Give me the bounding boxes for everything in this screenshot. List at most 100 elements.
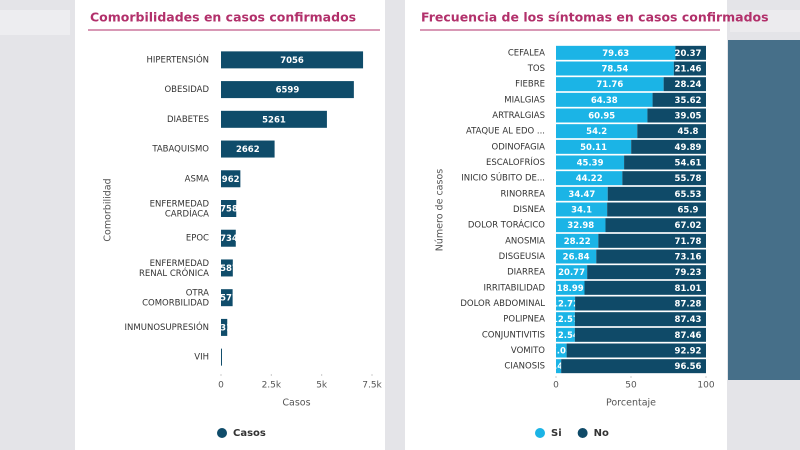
y-tick-label: ENFERMEDAD CARDÍACA <box>150 199 210 219</box>
bar <box>622 171 706 186</box>
value-label: 587 <box>220 264 238 274</box>
bar <box>556 359 562 374</box>
value-label: 73.16 <box>675 253 702 263</box>
value-label: 39.05 <box>675 112 702 122</box>
y-tick-label: ENFERMEDAD RENAL CRÓNICA <box>139 258 209 278</box>
label-line: RENAL CRÓNICA <box>139 266 209 278</box>
value-label: 71.76 <box>596 80 623 90</box>
x-tick-label: 0 <box>218 381 224 391</box>
x-tick-label: 5k <box>316 381 328 391</box>
y-tick-label: FIEBRE <box>515 80 545 90</box>
bar <box>556 124 638 139</box>
value-label: 50.11 <box>580 143 607 153</box>
y-tick-label: TOS <box>527 64 545 74</box>
value-label: 7056 <box>280 56 304 66</box>
bar <box>556 312 575 327</box>
value-label: 28.22 <box>564 237 591 247</box>
value-label: 55.78 <box>675 174 702 184</box>
y-axis-label: Número de casos <box>435 169 446 251</box>
y-tick-label: CEFALEA <box>508 48 545 58</box>
bar <box>221 140 275 158</box>
value-label: 12.72 <box>552 300 579 310</box>
bar <box>652 92 706 107</box>
bar <box>556 327 575 342</box>
y-tick-label: DOLOR ABDOMINAL <box>460 299 545 309</box>
legend-label: Casos <box>233 428 266 439</box>
value-label: 734 <box>220 234 238 244</box>
legend-label: Si <box>551 428 562 439</box>
bar <box>556 280 585 295</box>
legend-label: No <box>594 428 609 439</box>
value-label: 54.2 <box>586 127 607 137</box>
bar <box>556 186 608 201</box>
blur-block <box>730 10 800 32</box>
value-label: 310 <box>220 323 238 333</box>
bar <box>556 155 625 170</box>
bar <box>624 155 706 170</box>
y-tick-label: INICIO SÚBITO DE... <box>461 172 545 184</box>
x-axis-label: Porcentaje <box>606 398 656 409</box>
value-label: 65.53 <box>675 190 702 200</box>
value-label: 54.61 <box>675 159 702 169</box>
value-label: 2662 <box>236 145 260 155</box>
bar <box>556 265 588 280</box>
bar <box>556 233 599 248</box>
value-label: 7.08 <box>551 347 572 357</box>
value-label: 34.47 <box>568 190 595 200</box>
y-tick-label: DISGEUSIA <box>499 252 546 262</box>
bar <box>556 343 567 358</box>
y-tick-label: DIARREA <box>507 268 545 278</box>
bar <box>598 233 706 248</box>
bar <box>556 249 597 264</box>
legend-swatch <box>577 428 588 438</box>
legend-swatch <box>217 428 227 438</box>
value-label: 87.46 <box>675 331 702 341</box>
value-label: 6599 <box>276 86 300 96</box>
x-tick-label: 7.5k <box>362 381 382 391</box>
bar <box>556 92 653 107</box>
bar <box>221 348 222 366</box>
bar <box>596 249 706 264</box>
y-tick-label: VOMITO <box>511 346 545 356</box>
value-label: 758 <box>220 205 238 215</box>
bar <box>663 77 706 92</box>
value-label: 18.99 <box>557 284 584 294</box>
bar <box>587 265 706 280</box>
value-label: 67.02 <box>675 221 702 231</box>
bar <box>556 171 623 186</box>
y-tick-label: OBESIDAD <box>164 85 209 95</box>
bar <box>556 61 674 76</box>
bar <box>584 280 706 295</box>
blur-block <box>0 10 70 35</box>
bar <box>647 108 706 123</box>
bar <box>605 218 706 233</box>
value-label: 49.89 <box>675 143 702 153</box>
y-tick-label: ODINOFAGIA <box>492 142 546 152</box>
bar <box>631 139 706 154</box>
y-tick-label: HIPERTENSIÓN <box>146 53 209 65</box>
y-tick-label: ESCALOFRÍOS <box>486 156 545 168</box>
bar <box>607 202 706 217</box>
value-label: 577 <box>220 294 238 304</box>
value-label: 79.63 <box>602 49 629 59</box>
value-label: 45.8 <box>678 127 699 137</box>
x-tick-label: 2.5k <box>262 381 282 391</box>
y-tick-label: ATAQUE AL EDO ... <box>466 127 545 137</box>
bar <box>556 77 664 92</box>
x-axis-label: Casos <box>282 398 310 409</box>
bar <box>221 289 233 307</box>
label-line: CARDÍACA <box>165 207 209 219</box>
y-tick-label: ASMA <box>185 174 210 184</box>
label-line: ENFERMEDAD <box>150 199 210 209</box>
value-label: 87.43 <box>675 315 702 325</box>
bar <box>556 108 648 123</box>
value-label: 87.28 <box>675 300 702 310</box>
bar <box>221 170 241 188</box>
bar <box>673 61 706 76</box>
bar <box>556 139 632 154</box>
bar <box>556 218 606 233</box>
value-label: 3.44 <box>548 362 569 372</box>
value-label: 21.46 <box>675 65 702 75</box>
value-label: 71.78 <box>675 237 702 247</box>
